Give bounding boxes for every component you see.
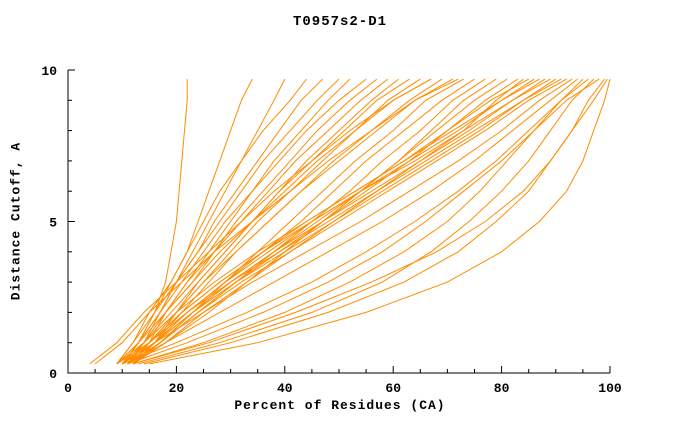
x-tick-label: 80 — [494, 381, 510, 396]
y-tick-label: 5 — [49, 216, 57, 231]
x-tick-label: 60 — [385, 381, 401, 396]
x-tick-label: 20 — [169, 381, 185, 396]
x-axis-label: Percent of Residues (CA) — [234, 398, 446, 413]
x-tick-label: 0 — [64, 381, 72, 396]
x-tick-label: 40 — [277, 381, 293, 396]
y-tick-label: 0 — [49, 367, 57, 382]
y-tick-label: 10 — [41, 64, 57, 79]
chart-title: T0957s2-D1 — [292, 14, 387, 30]
x-tick-label: 100 — [598, 381, 622, 396]
